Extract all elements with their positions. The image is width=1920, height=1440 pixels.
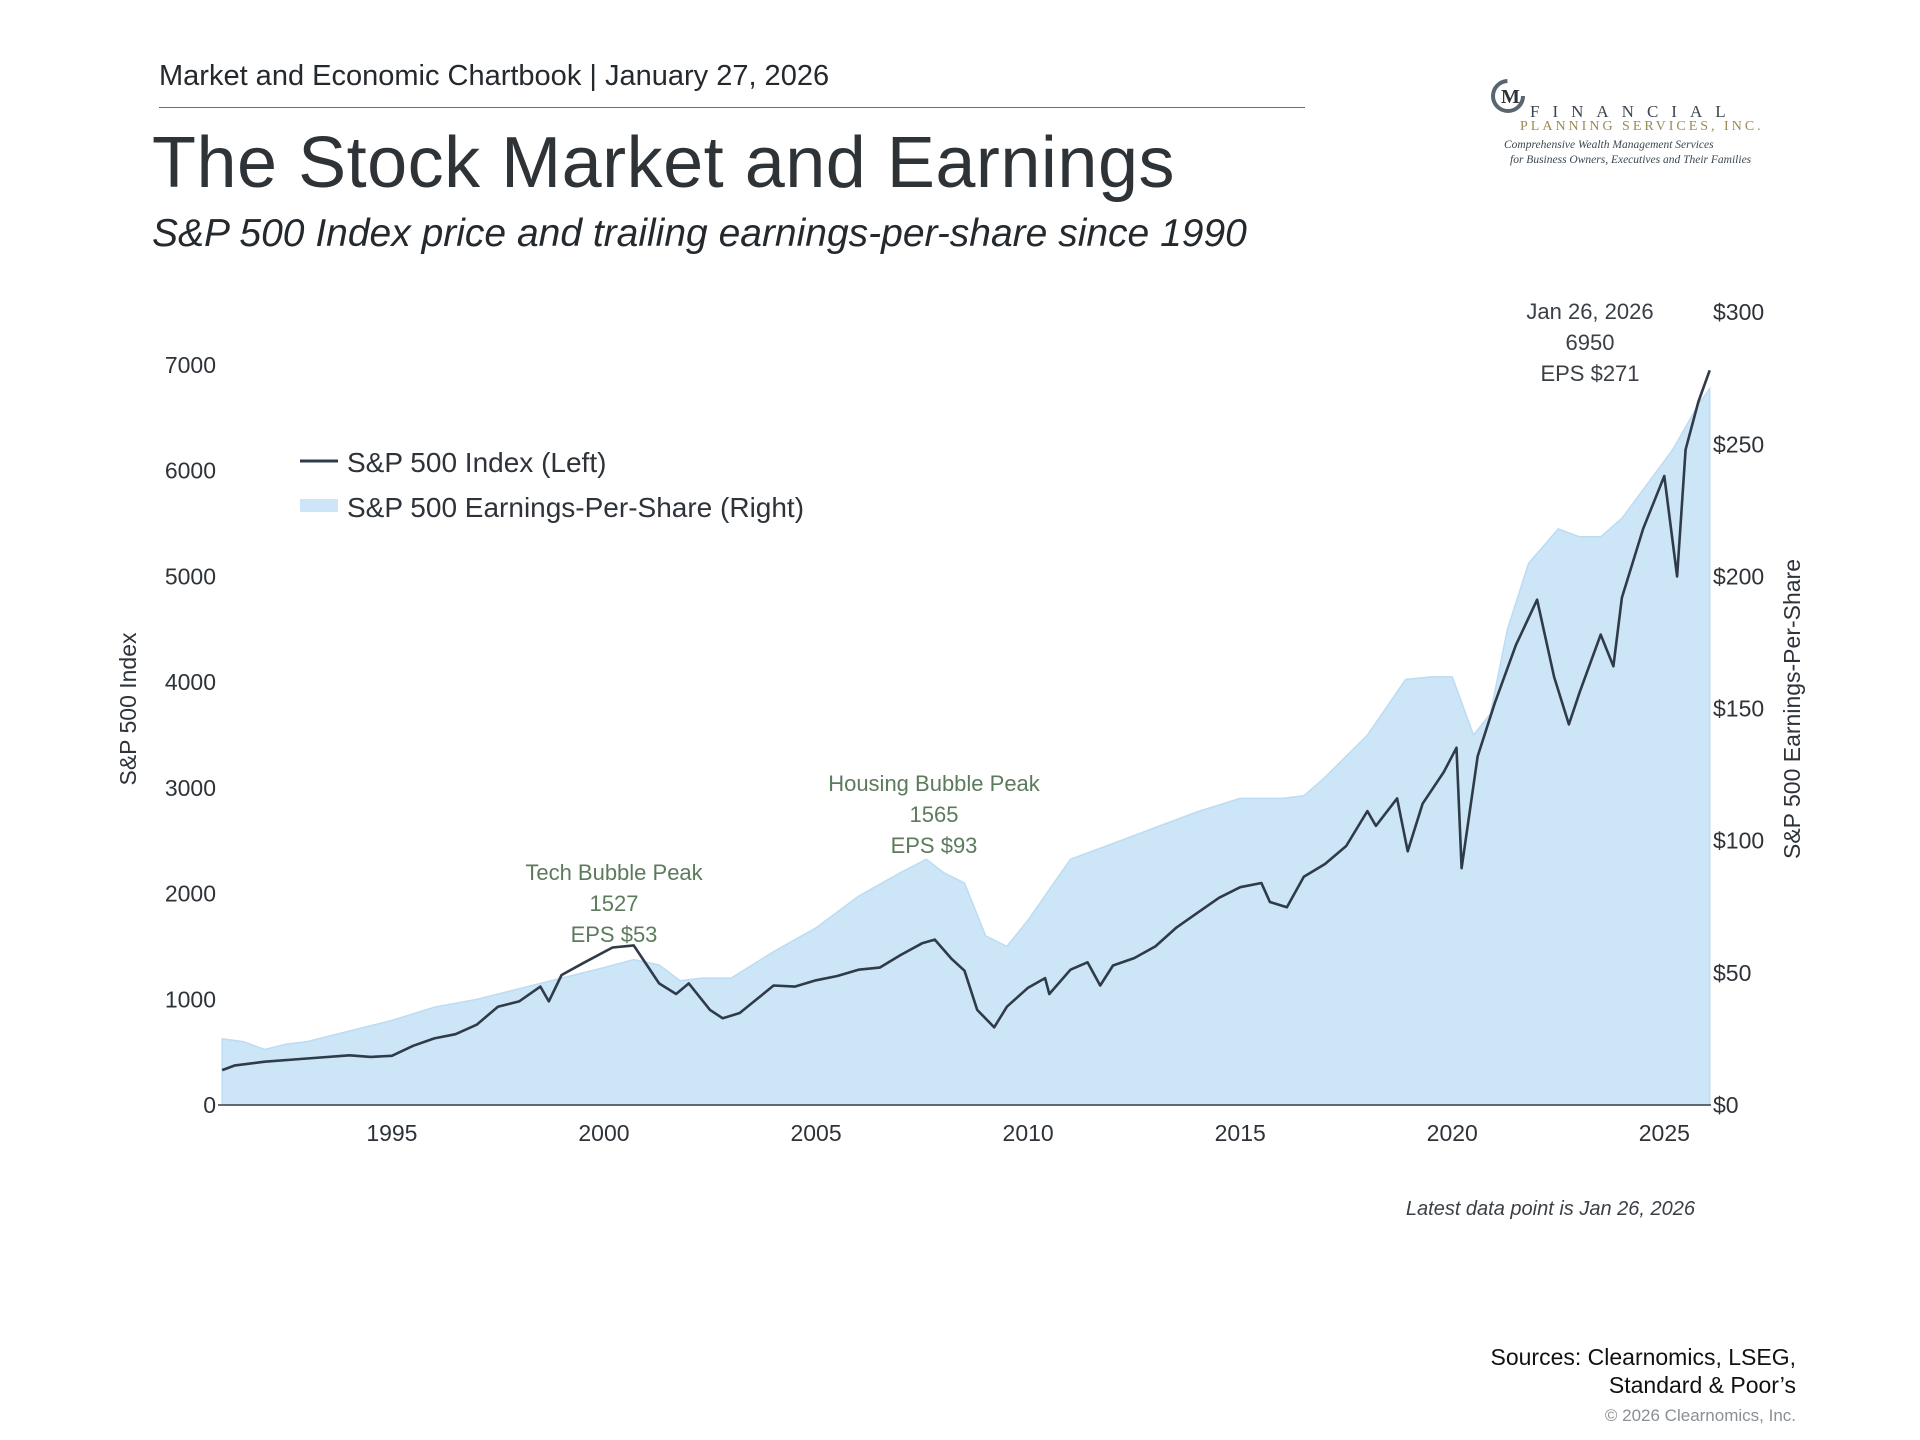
- x-tick-label: 2015: [1215, 1120, 1266, 1146]
- y-axis-label: S&P 500 Index: [115, 632, 141, 786]
- logo-monogram: M: [1501, 86, 1520, 108]
- annotation-text: 1527: [590, 891, 639, 916]
- y-tick-label: 3000: [165, 775, 216, 801]
- y-tick-label: 1000: [165, 986, 216, 1012]
- x-tick-label: 2020: [1427, 1120, 1478, 1146]
- sources-line-1: Sources: Clearnomics, LSEG,: [1490, 1344, 1796, 1370]
- page-subtitle: S&P 500 Index price and trailing earning…: [152, 212, 1247, 255]
- x-tick-label: 1995: [366, 1120, 417, 1146]
- y-tick-label: 0: [203, 1092, 216, 1118]
- logo-line-3: Comprehensive Wealth Management Services: [1504, 139, 1714, 151]
- sp500-line: [221, 369, 1711, 1072]
- company-logo: M FINANCIAL PLANNING SERVICES, INC. Comp…: [1490, 74, 1790, 174]
- annotation-text: EPS $271: [1540, 361, 1639, 386]
- y2-tick-label: $150: [1713, 696, 1764, 722]
- y2-tick-label: $100: [1713, 828, 1764, 854]
- eps-area: [221, 386, 1711, 1106]
- y2-axis-label: S&P 500 Earnings-Per-Share: [1779, 559, 1805, 859]
- latest-data-note: Latest data point is Jan 26, 2026: [1405, 1198, 1695, 1220]
- logo-line-2: PLANNING SERVICES, INC.: [1520, 119, 1764, 134]
- logo-line-1: FINANCIAL: [1530, 102, 1739, 121]
- x-tick-label: 2025: [1639, 1120, 1690, 1146]
- annotation-text: 1565: [910, 802, 959, 827]
- x-tick-label: 2000: [578, 1120, 629, 1146]
- legend-item-sp500: S&P 500 Index (Left): [347, 447, 606, 478]
- x-tick-label: 2005: [790, 1120, 841, 1146]
- y2-tick-label: $200: [1713, 563, 1764, 589]
- y-tick-label: 5000: [165, 563, 216, 589]
- annotation-text: Housing Bubble Peak: [828, 771, 1041, 796]
- page-title: The Stock Market and Earnings: [152, 123, 1175, 203]
- y2-tick-label: $0: [1713, 1092, 1739, 1118]
- y2-tick-label: $300: [1713, 299, 1764, 325]
- y2-tick-label: $250: [1713, 431, 1764, 457]
- header-kicker: Market and Economic Chartbook | January …: [159, 60, 830, 92]
- legend-swatch-eps: [300, 499, 338, 512]
- annotation-text: EPS $53: [571, 922, 658, 947]
- annotation-text: EPS $93: [891, 833, 978, 858]
- y2-tick-label: $50: [1713, 960, 1751, 986]
- legend-item-eps: S&P 500 Earnings-Per-Share (Right): [347, 492, 804, 523]
- annotation-text: 6950: [1566, 330, 1615, 355]
- y-tick-label: 2000: [165, 881, 216, 907]
- annotation-text: Tech Bubble Peak: [525, 860, 703, 885]
- x-tick-label: 2010: [1003, 1120, 1054, 1146]
- annotation-text: Jan 26, 2026: [1526, 299, 1653, 324]
- copyright: © 2026 Clearnomics, Inc.: [1604, 1406, 1796, 1425]
- sources-line-2: Standard & Poor’s: [1608, 1372, 1796, 1398]
- logo-line-4: for Business Owners, Executives and Thei…: [1510, 154, 1752, 166]
- y-tick-label: 7000: [165, 352, 216, 378]
- logo-monogram-icon: M: [1491, 79, 1525, 113]
- sources: Sources: Clearnomics, LSEG, Standard & P…: [1400, 1343, 1796, 1399]
- y-tick-label: 4000: [165, 669, 216, 695]
- header-divider: [159, 107, 1305, 108]
- y-tick-label: 6000: [165, 458, 216, 484]
